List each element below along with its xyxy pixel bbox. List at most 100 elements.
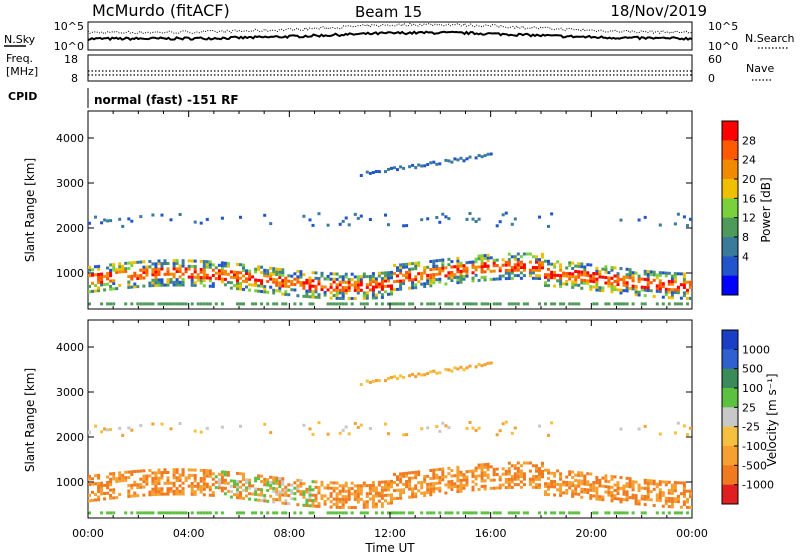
power-cell — [658, 273, 662, 277]
velocity-cell — [236, 493, 239, 497]
velocity-cell — [432, 474, 436, 477]
velocity-cell — [97, 476, 101, 480]
x-tick-label: 20:00 — [575, 527, 607, 540]
velocity-cell — [302, 423, 306, 427]
power-cell — [465, 274, 469, 278]
velocity-cell — [311, 493, 315, 497]
power-cell — [344, 280, 348, 284]
velocity-cell — [447, 483, 451, 486]
velocity-cell — [329, 494, 333, 498]
velocity-cell — [88, 474, 91, 478]
velocity-cell — [275, 479, 279, 483]
power-cell — [193, 259, 197, 263]
power-cell — [402, 263, 406, 267]
power-cell — [447, 159, 451, 163]
power-cell — [88, 268, 91, 272]
velocity-cell — [459, 489, 463, 493]
velocity-cell — [242, 496, 245, 500]
velocity-cell — [417, 481, 421, 485]
velocity-cell — [444, 424, 448, 428]
velocity-cell — [658, 491, 662, 494]
velocity-cell — [178, 476, 182, 480]
power-cell — [631, 279, 635, 283]
power-cell — [474, 156, 478, 160]
power-cell — [480, 302, 484, 306]
velocity-cell — [420, 480, 424, 484]
power-cell — [516, 263, 520, 267]
velocity-cell — [365, 503, 369, 506]
velocity-cell — [510, 464, 514, 468]
power-cell — [670, 288, 674, 292]
velocity-cell — [157, 471, 161, 475]
velocity-cell — [589, 486, 593, 489]
velocity-cell — [362, 484, 366, 488]
velocity-cell — [541, 475, 544, 479]
power-cell — [598, 272, 602, 276]
power-cell — [486, 152, 490, 156]
x-tick-label: 16:00 — [475, 527, 507, 540]
freq-left-tick-bottom: 8 — [71, 72, 78, 85]
velocity-cell — [326, 511, 330, 515]
power-cell — [435, 162, 439, 166]
power-cell — [553, 265, 557, 269]
velocity-cell — [522, 461, 526, 465]
velocity-cell — [266, 480, 270, 484]
power-cell — [112, 265, 116, 269]
power-cell — [314, 287, 318, 291]
power-cell — [305, 281, 309, 285]
velocity-cell — [453, 366, 457, 370]
power-cell — [278, 289, 282, 293]
power-cell — [181, 280, 185, 284]
velocity-cell — [254, 492, 258, 496]
velocity-cell — [263, 483, 267, 487]
velocity-cell — [202, 487, 206, 491]
velocity-cell — [679, 511, 683, 515]
velocity-cell — [166, 492, 170, 496]
velocity-cell — [236, 471, 239, 475]
velocity-cell — [565, 489, 569, 492]
power-cell — [387, 292, 390, 296]
power-cell — [284, 292, 288, 296]
power-cell — [329, 291, 333, 295]
velocity-cell — [384, 493, 387, 497]
velocity-cell — [175, 468, 179, 472]
velocity-cell — [544, 511, 547, 515]
velocity-cell — [637, 427, 641, 431]
power-cell — [492, 302, 496, 306]
power-cell — [574, 278, 578, 282]
velocity-cell — [429, 469, 433, 472]
power-cell — [686, 302, 689, 306]
velocity-cell — [586, 480, 590, 484]
power-cell — [97, 289, 101, 293]
power-cell — [610, 276, 614, 280]
velocity-cell — [438, 476, 442, 479]
power-cell — [432, 265, 436, 268]
power-cell — [556, 260, 560, 264]
power-cell — [196, 278, 200, 282]
velocity-cell — [130, 473, 134, 476]
velocity-cell — [133, 470, 137, 473]
power-cell — [528, 260, 532, 264]
velocity-cell — [109, 480, 113, 484]
power-cell — [202, 284, 206, 288]
velocity-cell — [178, 489, 182, 493]
power-cell — [477, 154, 481, 157]
velocity-cell — [281, 477, 285, 481]
power-cell — [121, 267, 125, 271]
power-cell — [208, 302, 212, 306]
power-cell — [399, 282, 403, 286]
power-cell — [686, 280, 689, 284]
power-cell — [106, 282, 110, 286]
power-cell — [673, 288, 677, 292]
power-cell — [311, 292, 315, 296]
velocity-cell — [326, 486, 330, 490]
velocity-cell — [377, 483, 381, 487]
velocity-cell — [513, 472, 517, 476]
power-cell — [444, 274, 448, 278]
velocity-cell — [350, 492, 354, 496]
velocity-cell — [571, 484, 575, 488]
power-cell — [568, 272, 572, 276]
power-cell — [239, 215, 242, 219]
velocity-cell — [178, 484, 182, 488]
velocity-cell — [356, 492, 360, 496]
